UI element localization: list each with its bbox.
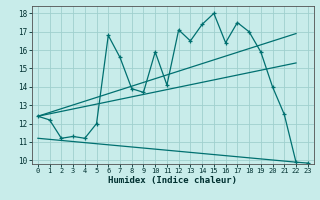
X-axis label: Humidex (Indice chaleur): Humidex (Indice chaleur): [108, 176, 237, 185]
